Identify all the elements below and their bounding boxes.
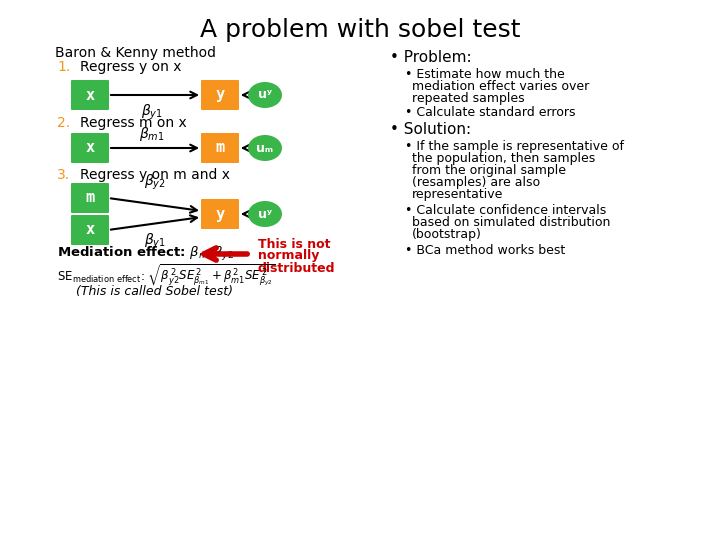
FancyBboxPatch shape: [201, 133, 239, 163]
Text: 3.: 3.: [57, 168, 70, 182]
Text: $\it{\beta}_{m1}$: $\it{\beta}_{m1}$: [139, 125, 165, 143]
Ellipse shape: [248, 135, 282, 161]
FancyBboxPatch shape: [71, 215, 109, 245]
Text: m: m: [86, 191, 94, 206]
Text: Baron & Kenny method: Baron & Kenny method: [55, 46, 216, 60]
Text: m: m: [215, 140, 225, 156]
Ellipse shape: [248, 82, 282, 108]
Text: 1.: 1.: [57, 60, 71, 74]
Text: (resamples) are also: (resamples) are also: [412, 176, 540, 189]
Text: (bootstrap): (bootstrap): [412, 228, 482, 241]
Ellipse shape: [248, 201, 282, 227]
Text: $\it{\beta}_{y1}$: $\it{\beta}_{y1}$: [141, 103, 163, 122]
Text: A problem with sobel test: A problem with sobel test: [199, 18, 521, 42]
Text: distributed: distributed: [258, 261, 336, 274]
Text: SE$_{\mathsf{mediation\ effect}}$: $\sqrt{\beta_{y2}^{\,2}SE_{\beta_{m1}}^{\,2}+: SE$_{\mathsf{mediation\ effect}}$: $\sqr…: [57, 262, 276, 288]
Text: uʸ: uʸ: [258, 89, 272, 102]
Text: • Problem:: • Problem:: [390, 50, 472, 65]
Text: Regress y on m and x: Regress y on m and x: [80, 168, 230, 182]
Text: y: y: [215, 87, 225, 103]
Text: x: x: [86, 140, 94, 156]
Text: Regress y on x: Regress y on x: [80, 60, 181, 74]
FancyBboxPatch shape: [71, 133, 109, 163]
Text: x: x: [86, 87, 94, 103]
FancyBboxPatch shape: [201, 199, 239, 229]
Text: This is not: This is not: [258, 238, 330, 251]
Text: • Solution:: • Solution:: [390, 122, 471, 137]
Text: • Calculate standard errors: • Calculate standard errors: [405, 106, 575, 119]
Text: • BCa method works best: • BCa method works best: [405, 244, 565, 257]
FancyBboxPatch shape: [71, 183, 109, 213]
Text: $\it{\beta}_{y1}$: $\it{\beta}_{y1}$: [144, 232, 166, 251]
Text: • Estimate how much the: • Estimate how much the: [405, 68, 564, 81]
Text: $\it{\beta}_{y2}$: $\it{\beta}_{y2}$: [144, 173, 166, 192]
Text: Regress m on x: Regress m on x: [80, 116, 186, 130]
FancyBboxPatch shape: [201, 80, 239, 110]
Text: mediation effect varies over: mediation effect varies over: [412, 80, 589, 93]
Text: representative: representative: [412, 188, 503, 201]
Text: based on simulated distribution: based on simulated distribution: [412, 216, 611, 229]
Text: • Calculate confidence intervals: • Calculate confidence intervals: [405, 204, 606, 217]
FancyBboxPatch shape: [71, 80, 109, 110]
Text: uₘ: uₘ: [256, 141, 274, 154]
Text: repeated samples: repeated samples: [412, 92, 525, 105]
Text: (This is called Sobel test): (This is called Sobel test): [76, 286, 233, 299]
Text: x: x: [86, 222, 94, 238]
Text: • If the sample is representative of: • If the sample is representative of: [405, 140, 624, 153]
Text: uʸ: uʸ: [258, 207, 272, 220]
Text: y: y: [215, 206, 225, 221]
Text: from the original sample: from the original sample: [412, 164, 566, 177]
Text: 2.: 2.: [57, 116, 70, 130]
Text: Mediation effect: $\it{\beta}_{m1}\it{\beta}_{y2}$: Mediation effect: $\it{\beta}_{m1}\it{\b…: [57, 245, 234, 263]
Text: normally: normally: [258, 249, 320, 262]
Text: the population, then samples: the population, then samples: [412, 152, 595, 165]
